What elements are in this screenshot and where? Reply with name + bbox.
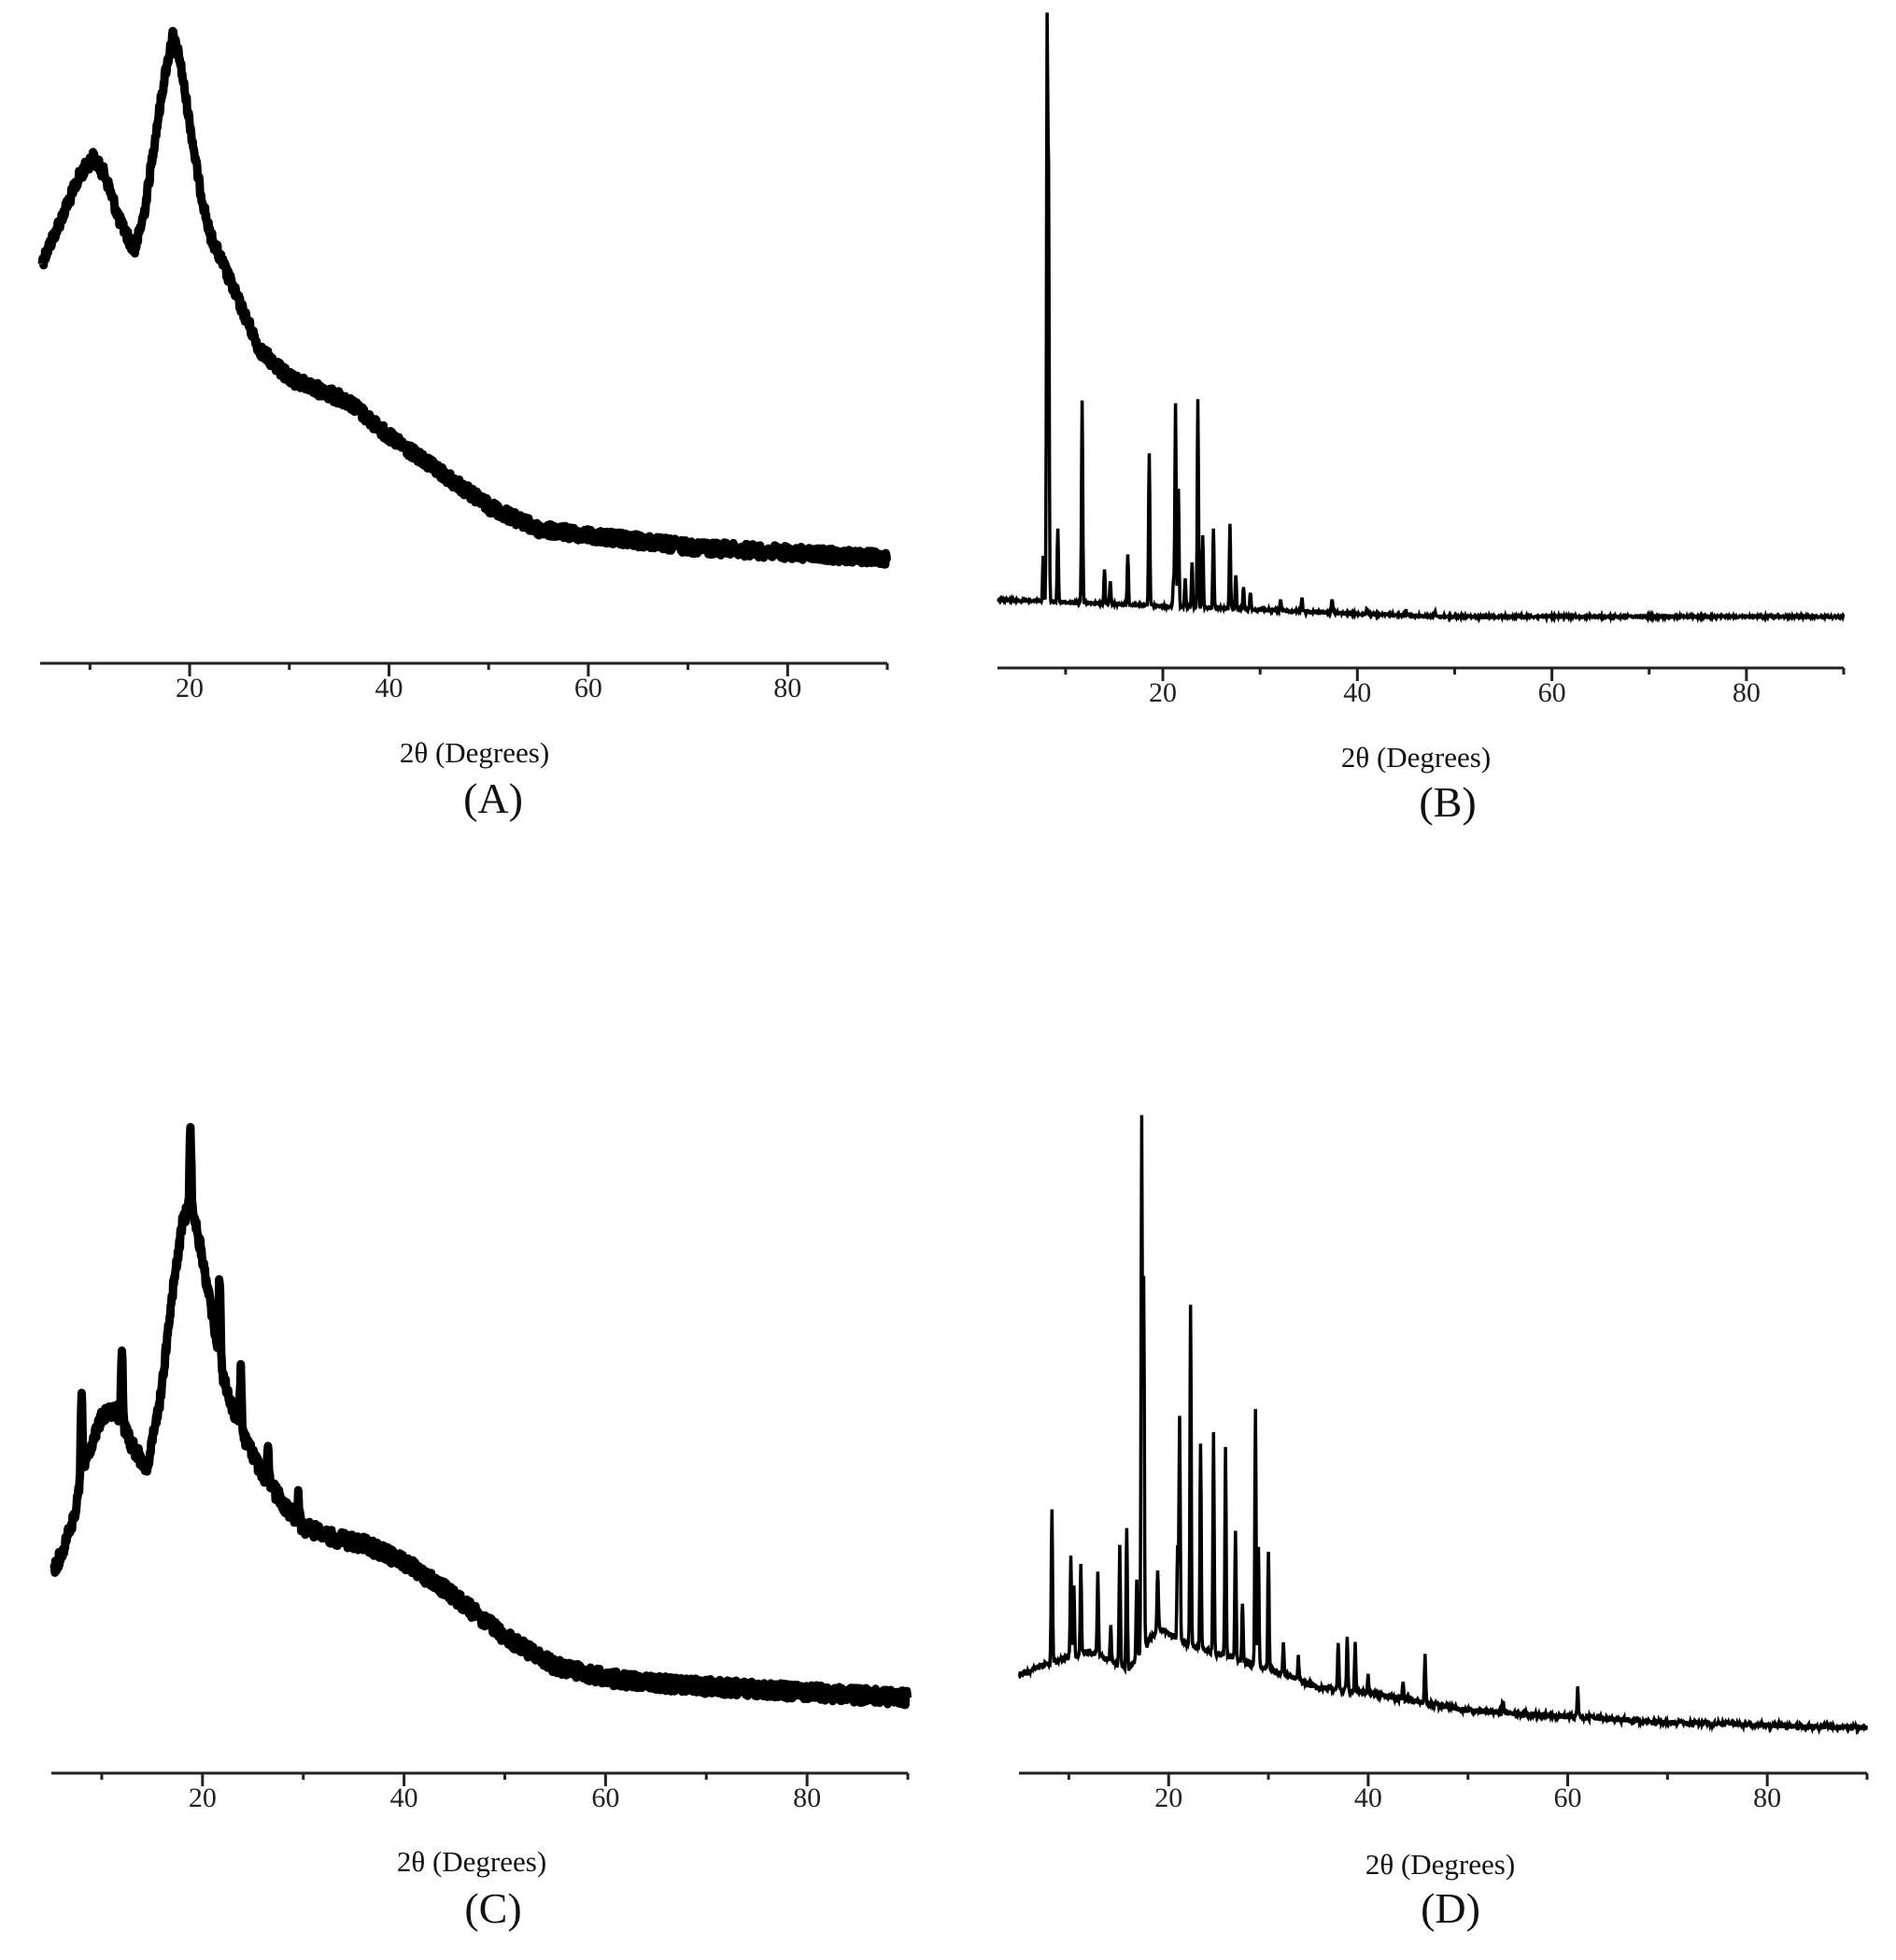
xrd-trace	[37, 26, 892, 569]
x-tick-label: 40	[390, 1782, 418, 1813]
panel-c-x-axis-title: 2θ (Degrees)	[396, 1845, 547, 1878]
x-tick-label: 80	[793, 1782, 821, 1813]
x-tick-label: 20	[189, 1782, 217, 1813]
panel-a-x-axis-title: 2θ (Degrees)	[399, 736, 550, 769]
x-tick-label: 20	[1149, 677, 1177, 708]
x-tick-label: 20	[176, 673, 204, 703]
panel-a-label: (A)	[463, 774, 523, 822]
panel-d-x-axis-title: 2θ (Degrees)	[1365, 1848, 1516, 1881]
xrd-trace	[997, 12, 1846, 625]
x-tick-label: 40	[1354, 1782, 1382, 1813]
xrd-trace	[50, 1123, 912, 1710]
xrd-trace	[1017, 1115, 1869, 1736]
x-tick-label: 80	[1733, 677, 1761, 708]
x-axis: 20 40 60 80	[40, 661, 889, 703]
x-axis: 20 40 60 80	[51, 1771, 910, 1813]
panel-c-label: (C)	[464, 1884, 522, 1932]
panel-d-label: (D)	[1421, 1884, 1480, 1932]
panel-b-x-axis-title: 2θ (Degrees)	[1340, 741, 1492, 774]
x-tick-label: 60	[1554, 1782, 1582, 1813]
x-tick-label: 80	[1753, 1782, 1781, 1813]
panel-b-xrd-pattern: 20 40 60 80	[997, 12, 1846, 708]
x-axis: 20 40 60 80	[998, 666, 1846, 708]
panel-a-xrd-pattern: 20 40 60 80	[37, 26, 892, 703]
x-tick-label: 60	[591, 1782, 619, 1813]
x-tick-label: 80	[773, 673, 801, 703]
x-tick-label: 40	[375, 673, 403, 703]
x-tick-label: 60	[1538, 677, 1566, 708]
x-tick-label: 40	[1343, 677, 1371, 708]
x-axis: 20 40 60 80	[1019, 1771, 1869, 1813]
x-tick-label: 60	[574, 673, 602, 703]
panel-d-xrd-pattern: 20 40 60 80	[1017, 1115, 1869, 1813]
x-tick-label: 20	[1154, 1782, 1182, 1813]
panel-c-xrd-pattern: 20 40 60 80	[50, 1123, 912, 1813]
panel-b-label: (B)	[1419, 778, 1477, 826]
